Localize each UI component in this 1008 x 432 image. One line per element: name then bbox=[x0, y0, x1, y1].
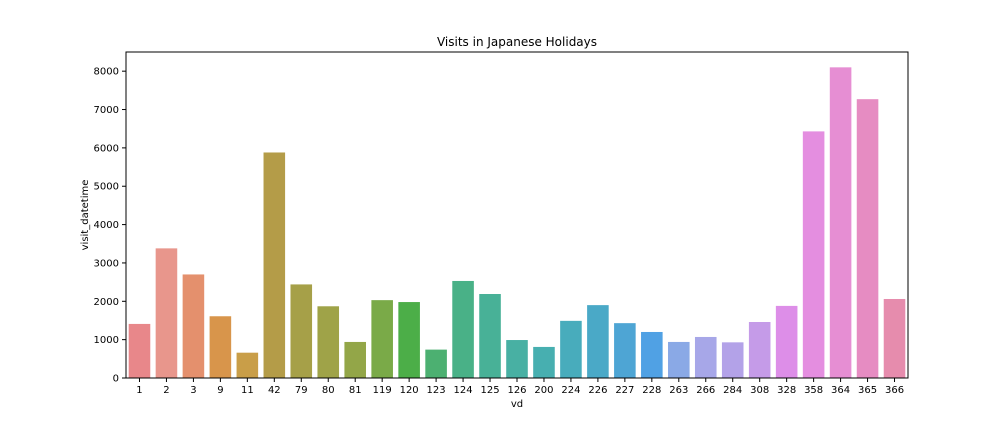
chart-title: Visits in Japanese Holidays bbox=[437, 35, 597, 49]
x-axis: 1 2 3 9 11 42 79 80 81 119 120 123 124 125 126 200 224 22… bbox=[136, 378, 904, 396]
x-tick-label-364: 364 bbox=[831, 385, 850, 396]
x-tick-label-11: 11 bbox=[241, 385, 254, 396]
y-tick-label-0: 0 bbox=[113, 374, 119, 385]
bar-365 bbox=[856, 99, 879, 378]
bar-224 bbox=[560, 320, 582, 378]
bar-266 bbox=[694, 336, 717, 378]
bar-3 bbox=[182, 274, 205, 378]
bar-81 bbox=[344, 341, 366, 378]
x-tick-label-263: 263 bbox=[669, 385, 688, 396]
bars-group bbox=[128, 67, 906, 378]
y-tick-label-5000: 5000 bbox=[94, 182, 119, 193]
x-tick-label-328: 328 bbox=[777, 385, 796, 396]
x-tick-label-79: 79 bbox=[295, 385, 308, 396]
bar-328 bbox=[775, 305, 798, 378]
bar-364 bbox=[829, 67, 852, 378]
bar-2 bbox=[155, 248, 178, 378]
y-tick-label-6000: 6000 bbox=[94, 143, 119, 154]
x-tick-label-366: 366 bbox=[885, 385, 904, 396]
bar-228 bbox=[641, 331, 663, 378]
x-tick-label-284: 284 bbox=[723, 385, 742, 396]
x-tick-label-80: 80 bbox=[322, 385, 335, 396]
x-tick-label-228: 228 bbox=[642, 385, 661, 396]
x-tick-label-227: 227 bbox=[615, 385, 634, 396]
bar-79 bbox=[290, 284, 313, 378]
x-tick-label-126: 126 bbox=[507, 385, 526, 396]
x-axis-label: vd bbox=[511, 399, 523, 410]
y-tick-label-2000: 2000 bbox=[94, 297, 119, 308]
bar-200 bbox=[533, 346, 555, 378]
bar-42 bbox=[263, 152, 286, 378]
bar-226 bbox=[587, 305, 609, 378]
bar-227 bbox=[614, 323, 636, 378]
bar-284 bbox=[721, 342, 744, 378]
x-tick-label-123: 123 bbox=[427, 385, 446, 396]
x-tick-label-119: 119 bbox=[373, 385, 392, 396]
x-tick-label-224: 224 bbox=[561, 385, 580, 396]
x-tick-label-1: 1 bbox=[136, 385, 142, 396]
x-tick-label-9: 9 bbox=[217, 385, 223, 396]
bar-80 bbox=[317, 306, 340, 378]
y-axis-label: visit_datetime bbox=[80, 180, 91, 251]
bar-1 bbox=[128, 323, 151, 378]
bar-366 bbox=[883, 298, 906, 378]
x-tick-label-2: 2 bbox=[163, 385, 169, 396]
bar-120 bbox=[398, 302, 420, 378]
bar-358 bbox=[802, 131, 825, 378]
bar-123 bbox=[425, 349, 447, 378]
bar-11 bbox=[236, 352, 259, 378]
bar-125 bbox=[479, 294, 501, 378]
y-axis: 0 1000 2000 3000 4000 5000 6000 7000 8000 bbox=[94, 67, 126, 385]
x-tick-label-124: 124 bbox=[454, 385, 473, 396]
y-tick-label-7000: 7000 bbox=[94, 105, 119, 116]
y-tick-label-4000: 4000 bbox=[94, 220, 119, 231]
x-tick-label-42: 42 bbox=[268, 385, 281, 396]
x-tick-label-120: 120 bbox=[400, 385, 419, 396]
x-tick-label-308: 308 bbox=[750, 385, 769, 396]
bar-263 bbox=[668, 341, 690, 378]
bar-119 bbox=[371, 300, 393, 378]
x-tick-label-365: 365 bbox=[858, 385, 877, 396]
y-tick-label-3000: 3000 bbox=[94, 258, 119, 269]
y-tick-label-8000: 8000 bbox=[94, 67, 119, 78]
bar-124 bbox=[452, 280, 474, 378]
x-tick-label-3: 3 bbox=[190, 385, 196, 396]
x-tick-label-266: 266 bbox=[696, 385, 715, 396]
x-tick-label-200: 200 bbox=[534, 385, 553, 396]
x-tick-label-81: 81 bbox=[349, 385, 362, 396]
x-tick-label-226: 226 bbox=[588, 385, 607, 396]
x-tick-label-358: 358 bbox=[804, 385, 823, 396]
bar-126 bbox=[506, 340, 528, 378]
plot-frame bbox=[125, 51, 909, 379]
bar-308 bbox=[748, 322, 771, 378]
y-tick-label-1000: 1000 bbox=[94, 335, 119, 346]
bar-9 bbox=[209, 316, 232, 378]
x-tick-label-125: 125 bbox=[480, 385, 499, 396]
